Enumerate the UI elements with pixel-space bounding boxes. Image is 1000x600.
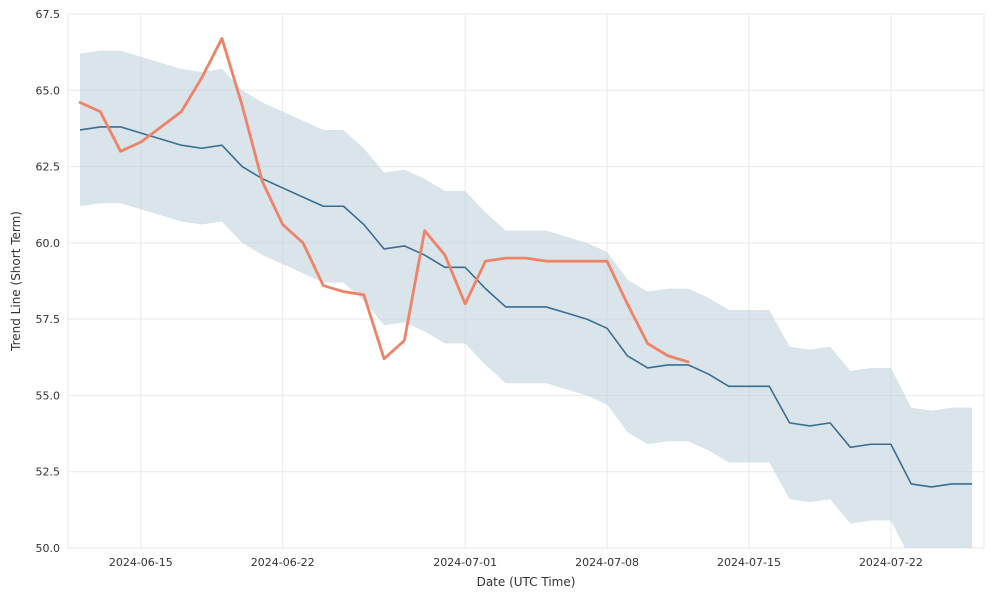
svg-text:2024-06-15: 2024-06-15: [109, 556, 173, 569]
svg-text:2024-07-15: 2024-07-15: [717, 556, 781, 569]
x-axis-label: Date (UTC Time): [477, 575, 576, 589]
svg-text:2024-07-01: 2024-07-01: [433, 556, 497, 569]
svg-text:67.5: 67.5: [36, 8, 61, 21]
svg-text:57.5: 57.5: [36, 313, 61, 326]
chart-svg: 50.0 52.5 55.0 57.5 60.0 62.5 65.0 67.5 2024-06-…: [0, 0, 1000, 600]
svg-text:50.0: 50.0: [36, 542, 61, 555]
trend-line-chart: 50.0 52.5 55.0 57.5 60.0 62.5 65.0 67.5 2024-06-…: [0, 0, 1000, 600]
svg-text:55.0: 55.0: [36, 389, 61, 402]
y-axis-label: Trend Line (Short Term): [9, 211, 23, 352]
svg-text:2024-07-08: 2024-07-08: [575, 556, 639, 569]
svg-text:65.0: 65.0: [36, 84, 61, 97]
svg-text:2024-06-22: 2024-06-22: [251, 556, 315, 569]
svg-text:60.0: 60.0: [36, 237, 61, 250]
svg-text:62.5: 62.5: [36, 161, 61, 174]
svg-text:52.5: 52.5: [36, 466, 61, 479]
svg-text:2024-07-22: 2024-07-22: [859, 556, 923, 569]
